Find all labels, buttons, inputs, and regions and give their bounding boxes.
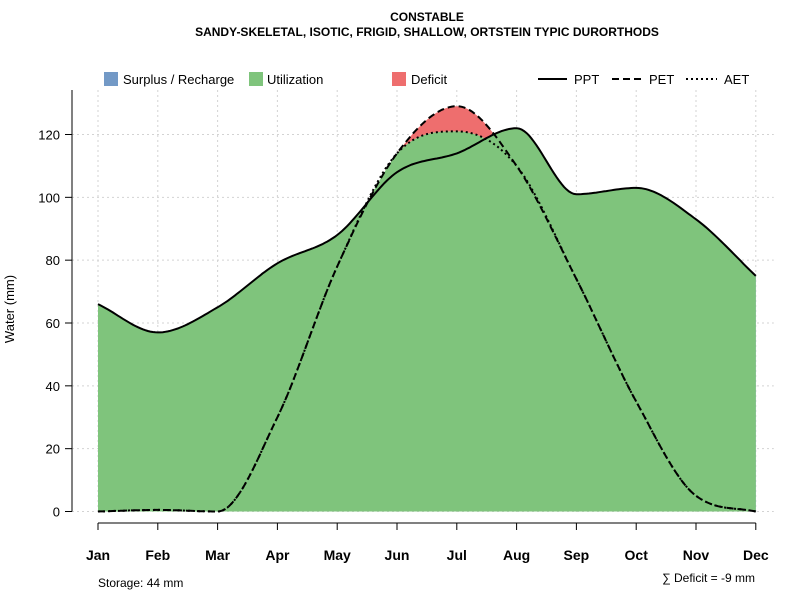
chart-title: CONSTABLE bbox=[390, 10, 464, 24]
x-tick-label: Sep bbox=[564, 547, 590, 563]
series-line-ppt bbox=[97, 127, 757, 334]
chart-subtitle: SANDY-SKELETAL, ISOTIC, FRIGID, SHALLOW,… bbox=[195, 25, 659, 39]
x-tick-label: Nov bbox=[683, 547, 710, 563]
legend-label-ppt: PPT bbox=[574, 72, 599, 87]
x-tick-label: Oct bbox=[625, 547, 649, 563]
legend-swatch-deficit bbox=[392, 72, 406, 86]
legend-label-deficit: Deficit bbox=[411, 72, 448, 87]
y-tick-label: 100 bbox=[38, 190, 60, 205]
x-tick-label: Jan bbox=[86, 547, 110, 563]
x-tick-label: Apr bbox=[265, 547, 290, 563]
legend-swatch-surplus bbox=[104, 72, 118, 86]
y-tick-label: 0 bbox=[53, 505, 60, 520]
x-tick-label: Dec bbox=[743, 547, 769, 563]
storage-annotation: Storage: 44 mm bbox=[98, 576, 183, 590]
legend-label-utilization: Utilization bbox=[267, 72, 323, 87]
area-fills bbox=[98, 106, 756, 512]
axes: 0 20 40 60 80 100 120 Jan Feb Mar Apr May Jun Jul Aug S… bbox=[38, 90, 769, 563]
series-lines bbox=[97, 105, 757, 513]
y-tick-label: 80 bbox=[46, 253, 60, 268]
deficit-annotation: ∑ Deficit = -9 mm bbox=[662, 571, 755, 585]
legend: Surplus / Recharge Utilization Deficit P… bbox=[104, 72, 749, 87]
utilization-area bbox=[98, 128, 756, 512]
x-tick-label: May bbox=[324, 547, 351, 563]
legend-label-aet: AET bbox=[724, 72, 749, 87]
y-tick-label: 120 bbox=[38, 128, 60, 143]
y-tick-label: 40 bbox=[46, 379, 60, 394]
y-tick-label: 60 bbox=[46, 316, 60, 331]
x-tick-label: Aug bbox=[503, 547, 530, 563]
x-tick-label: Feb bbox=[145, 547, 170, 563]
legend-swatch-utilization bbox=[249, 72, 263, 86]
x-tick-label: Mar bbox=[205, 547, 230, 563]
x-tick-label: Jun bbox=[385, 547, 410, 563]
x-tick-label: Jul bbox=[447, 547, 467, 563]
y-axis-label: Water (mm) bbox=[2, 275, 17, 343]
series-line-aet bbox=[97, 130, 756, 513]
legend-label-surplus: Surplus / Recharge bbox=[123, 72, 234, 87]
legend-label-pet: PET bbox=[649, 72, 674, 87]
y-tick-label: 20 bbox=[46, 442, 60, 457]
